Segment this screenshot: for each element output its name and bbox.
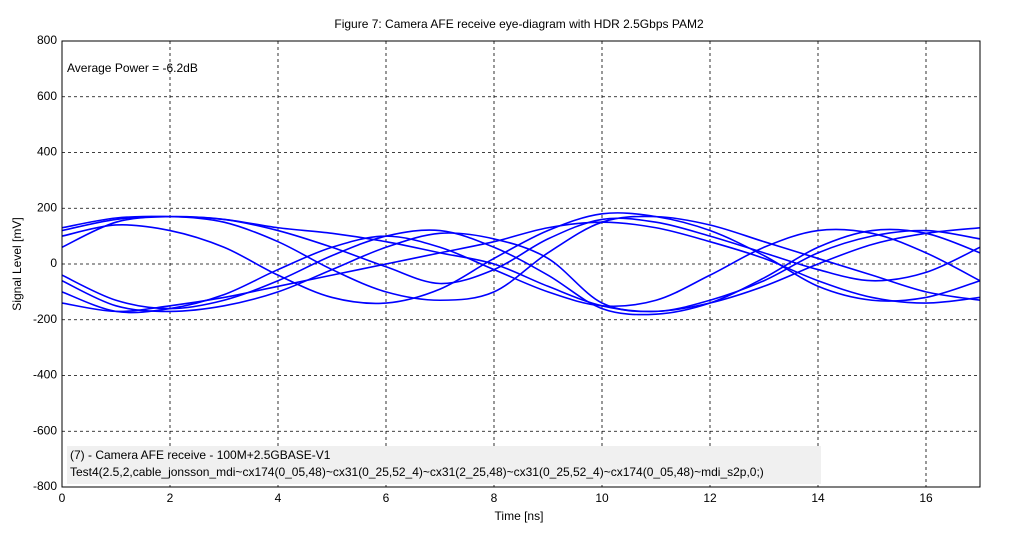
- y-tick-label: -400: [33, 368, 57, 382]
- annotation: Average Power = -6.2dB: [67, 61, 198, 75]
- note-box: [67, 446, 821, 484]
- y-axis-label: Signal Level [mV]: [10, 217, 24, 310]
- note-line: (7) - Camera AFE receive - 100M+2.5GBASE…: [70, 448, 331, 462]
- trace: [62, 212, 980, 305]
- x-tick-label: 2: [167, 491, 174, 505]
- x-tick-label: 14: [811, 491, 825, 505]
- x-tick-label: 10: [595, 491, 609, 505]
- y-tick-label: -800: [33, 479, 57, 493]
- y-tick-label: 400: [37, 145, 57, 159]
- note-line: Test4(2.5,2,cable_jonsson_mdi~cx174(0_05…: [70, 465, 764, 479]
- trace: [62, 215, 980, 313]
- trace: [62, 228, 980, 316]
- y-tick-label: -600: [33, 423, 57, 437]
- plot-frame: [61, 40, 981, 488]
- traces: [62, 212, 980, 316]
- x-tick-label: 16: [919, 491, 933, 505]
- x-tick-label: 4: [275, 491, 282, 505]
- x-tick-label: 0: [59, 491, 66, 505]
- trace: [62, 215, 980, 302]
- x-tick-label: 12: [703, 491, 717, 505]
- trace: [62, 229, 980, 313]
- x-axis-label: Time [ns]: [495, 509, 544, 523]
- y-tick-label: 200: [37, 200, 57, 214]
- x-tick-label: 6: [383, 491, 390, 505]
- trace: [62, 221, 980, 313]
- y-tick-label: 800: [37, 33, 57, 47]
- x-tick-label: 8: [491, 491, 498, 505]
- y-tick-label: 600: [37, 89, 57, 103]
- chart-title: Figure 7: Camera AFE receive eye-diagram…: [334, 17, 704, 31]
- trace: [62, 228, 980, 314]
- y-tick-label: -200: [33, 312, 57, 326]
- y-tick-label: 0: [50, 256, 57, 270]
